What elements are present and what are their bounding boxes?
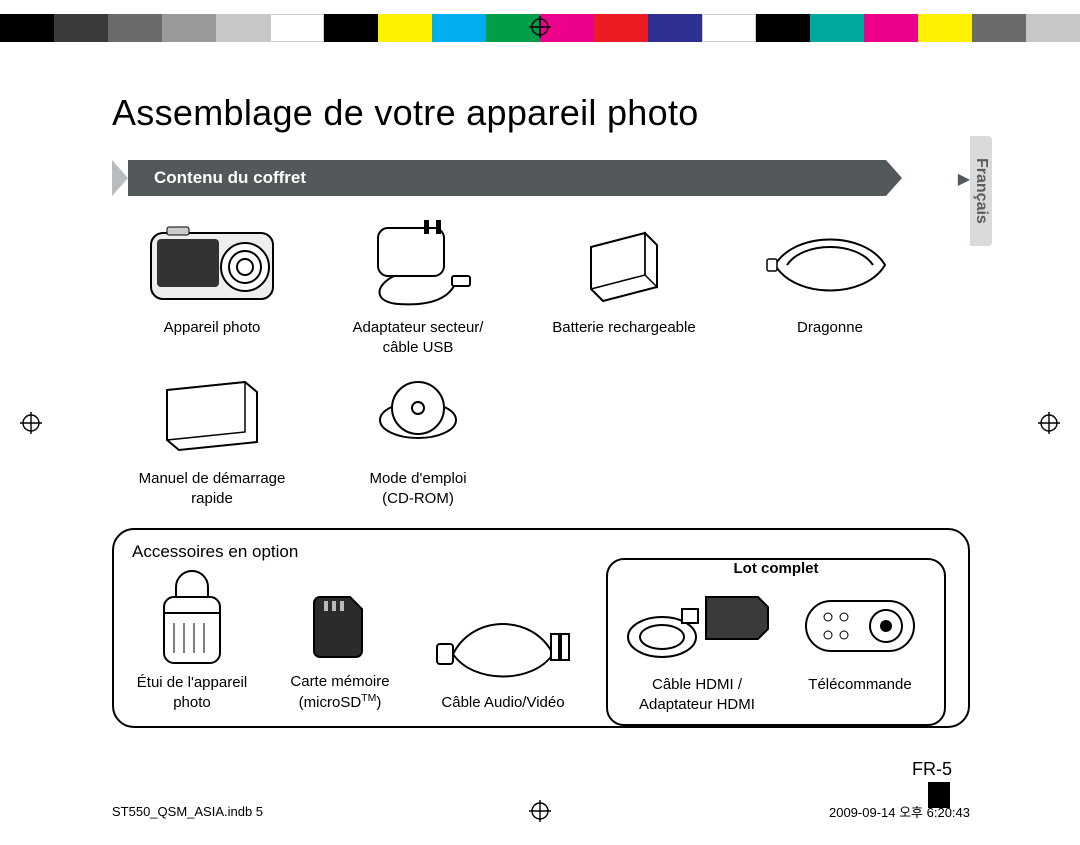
case-icon (132, 581, 252, 667)
language-label: Français (972, 158, 990, 224)
cd-icon (334, 371, 502, 461)
av-cable-icon (428, 601, 578, 687)
item-label: Dragonne (746, 318, 914, 338)
included-row-1: Appareil photo Adaptateur secteur/câble … (112, 214, 970, 357)
footer-left: ST550_QSM_ASIA.indb 5 (112, 804, 263, 819)
item-label: Carte mémoire(microSDTM) (276, 672, 404, 712)
registration-mark-icon (20, 412, 42, 434)
lot-complet-box: Lot complet Câble HDMI /Adaptateur HDMI … (606, 558, 946, 726)
manual-icon (128, 371, 296, 461)
ribbon-label: Contenu du coffret (154, 168, 306, 188)
item-label: Appareil photo (128, 318, 296, 338)
microsd-icon (276, 580, 404, 666)
page-content: Assemblage de votre appareil photo Conte… (112, 92, 970, 772)
item-label: Batterie rechargeable (540, 318, 708, 338)
item-remote: Télécommande (790, 583, 930, 714)
adapter-icon (334, 220, 502, 310)
footer-right: 2009-09-14 오후 6:20:43 (829, 802, 970, 821)
item-camera: Appareil photo (128, 220, 296, 357)
item-label: Télécommande (790, 675, 930, 695)
language-tab: Français (970, 136, 992, 246)
strap-icon (746, 220, 914, 310)
item-microsd: Carte mémoire(microSDTM) (276, 580, 404, 712)
item-label: Adaptateur secteur/câble USB (334, 318, 502, 357)
item-cdrom: Mode d'emploi(CD-ROM) (334, 371, 502, 508)
item-hdmi: Câble HDMI /Adaptateur HDMI (622, 583, 772, 714)
item-label: Manuel de démarragerapide (128, 469, 296, 508)
lot-label: Lot complet (622, 560, 930, 577)
registration-mark-icon (529, 16, 551, 38)
registration-mark-icon (1038, 412, 1060, 434)
optional-accessories-box: Accessoires en option Étui de l'appareil… (112, 528, 970, 728)
page-number: FR-5 (912, 759, 952, 780)
section-ribbon: Contenu du coffret ▶ (112, 160, 970, 196)
hdmi-icon (622, 583, 772, 669)
item-av-cable: Câble Audio/Vidéo (428, 601, 578, 713)
page-title: Assemblage de votre appareil photo (112, 92, 970, 134)
item-label: Câble HDMI /Adaptateur HDMI (622, 675, 772, 714)
item-strap: Dragonne (746, 220, 914, 357)
ribbon-arrow-icon: ▶ (958, 169, 970, 189)
print-footer: ST550_QSM_ASIA.indb 5 2009-09-14 오후 6:20… (112, 802, 970, 821)
item-adapter: Adaptateur secteur/câble USB (334, 220, 502, 357)
item-label: Étui de l'appareilphoto (132, 673, 252, 712)
item-label: Câble Audio/Vidéo (428, 693, 578, 713)
camera-icon (128, 220, 296, 310)
included-row-2: Manuel de démarragerapide Mode d'emploi(… (112, 357, 970, 508)
remote-icon (790, 583, 930, 669)
item-case: Étui de l'appareilphoto (132, 581, 252, 712)
item-quickstart: Manuel de démarragerapide (128, 371, 296, 508)
battery-icon (540, 220, 708, 310)
item-label: Mode d'emploi(CD-ROM) (334, 469, 502, 508)
item-battery: Batterie rechargeable (540, 220, 708, 357)
